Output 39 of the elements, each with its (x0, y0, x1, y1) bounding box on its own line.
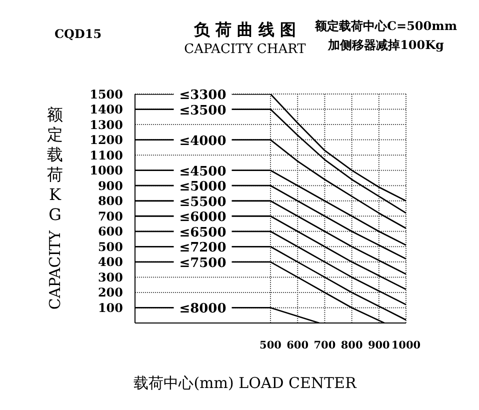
y-tick-label: 1300 (90, 118, 123, 132)
chart-subtitle: CAPACITY CHART (184, 42, 306, 57)
y-tick-label: 200 (98, 286, 123, 300)
y-tick-label: 100 (98, 300, 123, 315)
x-tick-label: 800 (340, 339, 363, 352)
y-tick-label: 1000 (90, 164, 123, 178)
series-label: ≤3300 (179, 88, 226, 103)
y-tick-label: 400 (98, 255, 123, 270)
y-tick-label: 1100 (90, 148, 123, 162)
y-tick-label: 700 (98, 209, 123, 224)
series-label: ≤5500 (179, 194, 226, 210)
x-tick-label: 700 (314, 339, 336, 352)
y-tick-label: 1400 (90, 102, 123, 117)
text: CQD15 (54, 27, 102, 41)
series-label: ≤7500 (179, 256, 226, 271)
x-tick-label: 500 (260, 339, 282, 352)
x-tick-label: 600 (286, 339, 309, 352)
y-tick-label: 1200 (90, 133, 123, 148)
series-label: ≤3500 (179, 103, 226, 118)
text: 额定载荷中心C=500mm (314, 19, 458, 33)
chart-title: 负 荷 曲 线 图 (192, 20, 296, 39)
y-tick-label: 900 (98, 178, 123, 193)
series-label: ≤5000 (179, 180, 226, 195)
text: 加侧移器减掉100Kg (327, 38, 445, 52)
x-axis-title: 载荷中心(mm) LOAD CENTER (134, 374, 358, 392)
y-axis-title: 额定载荷KG CAPACITY (46, 105, 64, 310)
y-tick-label: 1500 (90, 87, 123, 102)
x-tick-label: 900 (368, 339, 390, 352)
y-tick-label: 500 (98, 240, 123, 254)
y-tick-label: 600 (98, 224, 123, 239)
series-label: ≤8000 (179, 302, 226, 317)
y-tick-label: 300 (98, 270, 123, 284)
series-label: ≤4500 (179, 164, 226, 180)
x-tick-label: 1000 (391, 339, 421, 352)
series-label: ≤6500 (179, 225, 226, 240)
y-tick-label: 800 (98, 194, 123, 208)
series-label: ≤7200 (179, 240, 226, 256)
series-label: ≤4000 (179, 134, 226, 149)
series-label: ≤6000 (179, 210, 226, 226)
